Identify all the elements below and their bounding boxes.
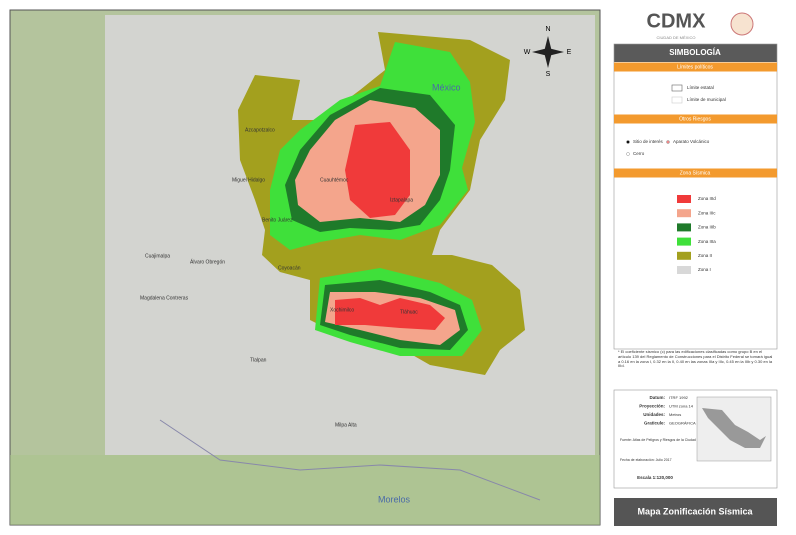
note-box: * El coeficiente sísmico (c) para las ed… xyxy=(618,350,773,369)
zone-label: Zona I xyxy=(698,267,711,272)
compass: N S E W xyxy=(524,26,572,78)
place-label: Tlalpan xyxy=(250,357,267,363)
place-label: Coyoacán xyxy=(278,265,301,271)
place-label: Magdalena Contreras xyxy=(140,295,189,301)
info-value: Metros xyxy=(669,412,681,417)
zone-swatch xyxy=(677,223,691,232)
legend-title: SIMBOLOGÍA xyxy=(669,48,721,57)
zone-swatch xyxy=(677,237,691,246)
zone-label: Zona IIIc xyxy=(698,210,716,215)
section-title: Límites políticos xyxy=(677,64,713,70)
info-source: Fuente: Atlas de Peligros y Riesgos de l… xyxy=(620,438,735,442)
place-label: Cuajimalpa xyxy=(145,253,170,259)
risk-label: Sitio de interés xyxy=(633,139,664,144)
zone-label: Zona IIIa xyxy=(698,239,716,244)
compass-rose xyxy=(532,36,564,68)
legend-box xyxy=(613,43,778,350)
inset-mexico xyxy=(702,408,766,448)
place-label: Iztapalapa xyxy=(390,197,413,203)
place-label: Miguel Hidalgo xyxy=(232,177,265,183)
state-label: Morelos xyxy=(378,494,411,504)
section-bar xyxy=(614,62,777,72)
risk-label: Cerro xyxy=(633,151,645,156)
place-label: Benito Juárez xyxy=(262,217,293,223)
risk-label: Aparato Volcánico xyxy=(673,139,710,144)
risk-symbol xyxy=(626,152,630,156)
info-value: ITRF 1992 xyxy=(669,395,689,400)
info: Datum: ITRF 1992 Proyección: UTM zona 14 Uni… xyxy=(620,395,735,480)
zone-swatch xyxy=(677,195,691,203)
limit-swatch xyxy=(671,96,683,104)
state-label: México xyxy=(432,82,461,92)
section-bar xyxy=(614,168,777,178)
compass-n: N xyxy=(545,26,550,33)
info-label: Graticule: xyxy=(644,421,666,426)
zone-iiid xyxy=(335,122,445,330)
limit-label: Límite de municipal xyxy=(687,97,726,102)
info-value: GEOGRÁFICA xyxy=(669,421,696,426)
section-title: Otros Riesgos xyxy=(679,116,711,122)
legend-title-bar xyxy=(614,44,777,62)
info-updated: Fecha de elaboración: Julio 2017 xyxy=(620,458,672,462)
section-bar xyxy=(614,114,777,124)
risk-symbol xyxy=(626,140,630,144)
risk-symbol xyxy=(666,140,670,144)
place-label: Xochimilco xyxy=(330,307,354,313)
legend-note: * El coeficiente sísmico (c) para las ed… xyxy=(618,350,773,369)
place-label: Azcapotzalco xyxy=(245,127,275,133)
emblem xyxy=(730,12,754,36)
compass-e: E xyxy=(567,49,572,56)
compass-s: S xyxy=(546,71,551,78)
morelos-area xyxy=(10,455,600,525)
place-labels: Azcapotzalco Miguel Hidalgo Cuauhtémoc B… xyxy=(140,127,418,428)
footer-title: Mapa Zonificación Sísmica xyxy=(637,506,753,516)
section-title: Zona Sísmica xyxy=(680,170,711,176)
zone-swatch xyxy=(677,266,691,274)
place-label: Cuauhtémoc xyxy=(320,177,349,183)
limit-label: Límite estatal xyxy=(687,85,714,90)
info-label: Unidades: xyxy=(643,412,665,417)
zone-label: Zona II xyxy=(698,253,712,258)
place-label: Tláhuac xyxy=(400,309,418,315)
info-label: Proyección: xyxy=(639,404,665,409)
place-label: Álvaro Obregón xyxy=(190,258,225,265)
logo-subtitle: CIUDAD DE MÉXICO xyxy=(657,35,696,40)
limit-swatch xyxy=(671,84,683,92)
legend: Límites políticos Otros Riesgos Zona Sísmi… xyxy=(614,62,777,369)
zone-swatch xyxy=(677,251,691,260)
zone-label: Zona IIId xyxy=(698,196,716,201)
logo: CDMX xyxy=(647,10,707,32)
place-label: Milpa Alta xyxy=(335,422,357,428)
zone-label: Zona IIIb xyxy=(698,225,716,230)
zone-iiic xyxy=(295,100,460,345)
zone-swatch xyxy=(677,209,691,218)
footer-bar xyxy=(614,498,777,526)
info-value: UTM zona 14 xyxy=(669,404,694,409)
info-label: Datum: xyxy=(650,395,666,400)
state-boundary xyxy=(159,419,541,501)
info-scale: Escala 1:120,000 xyxy=(637,475,673,480)
compass-w: W xyxy=(524,49,531,56)
